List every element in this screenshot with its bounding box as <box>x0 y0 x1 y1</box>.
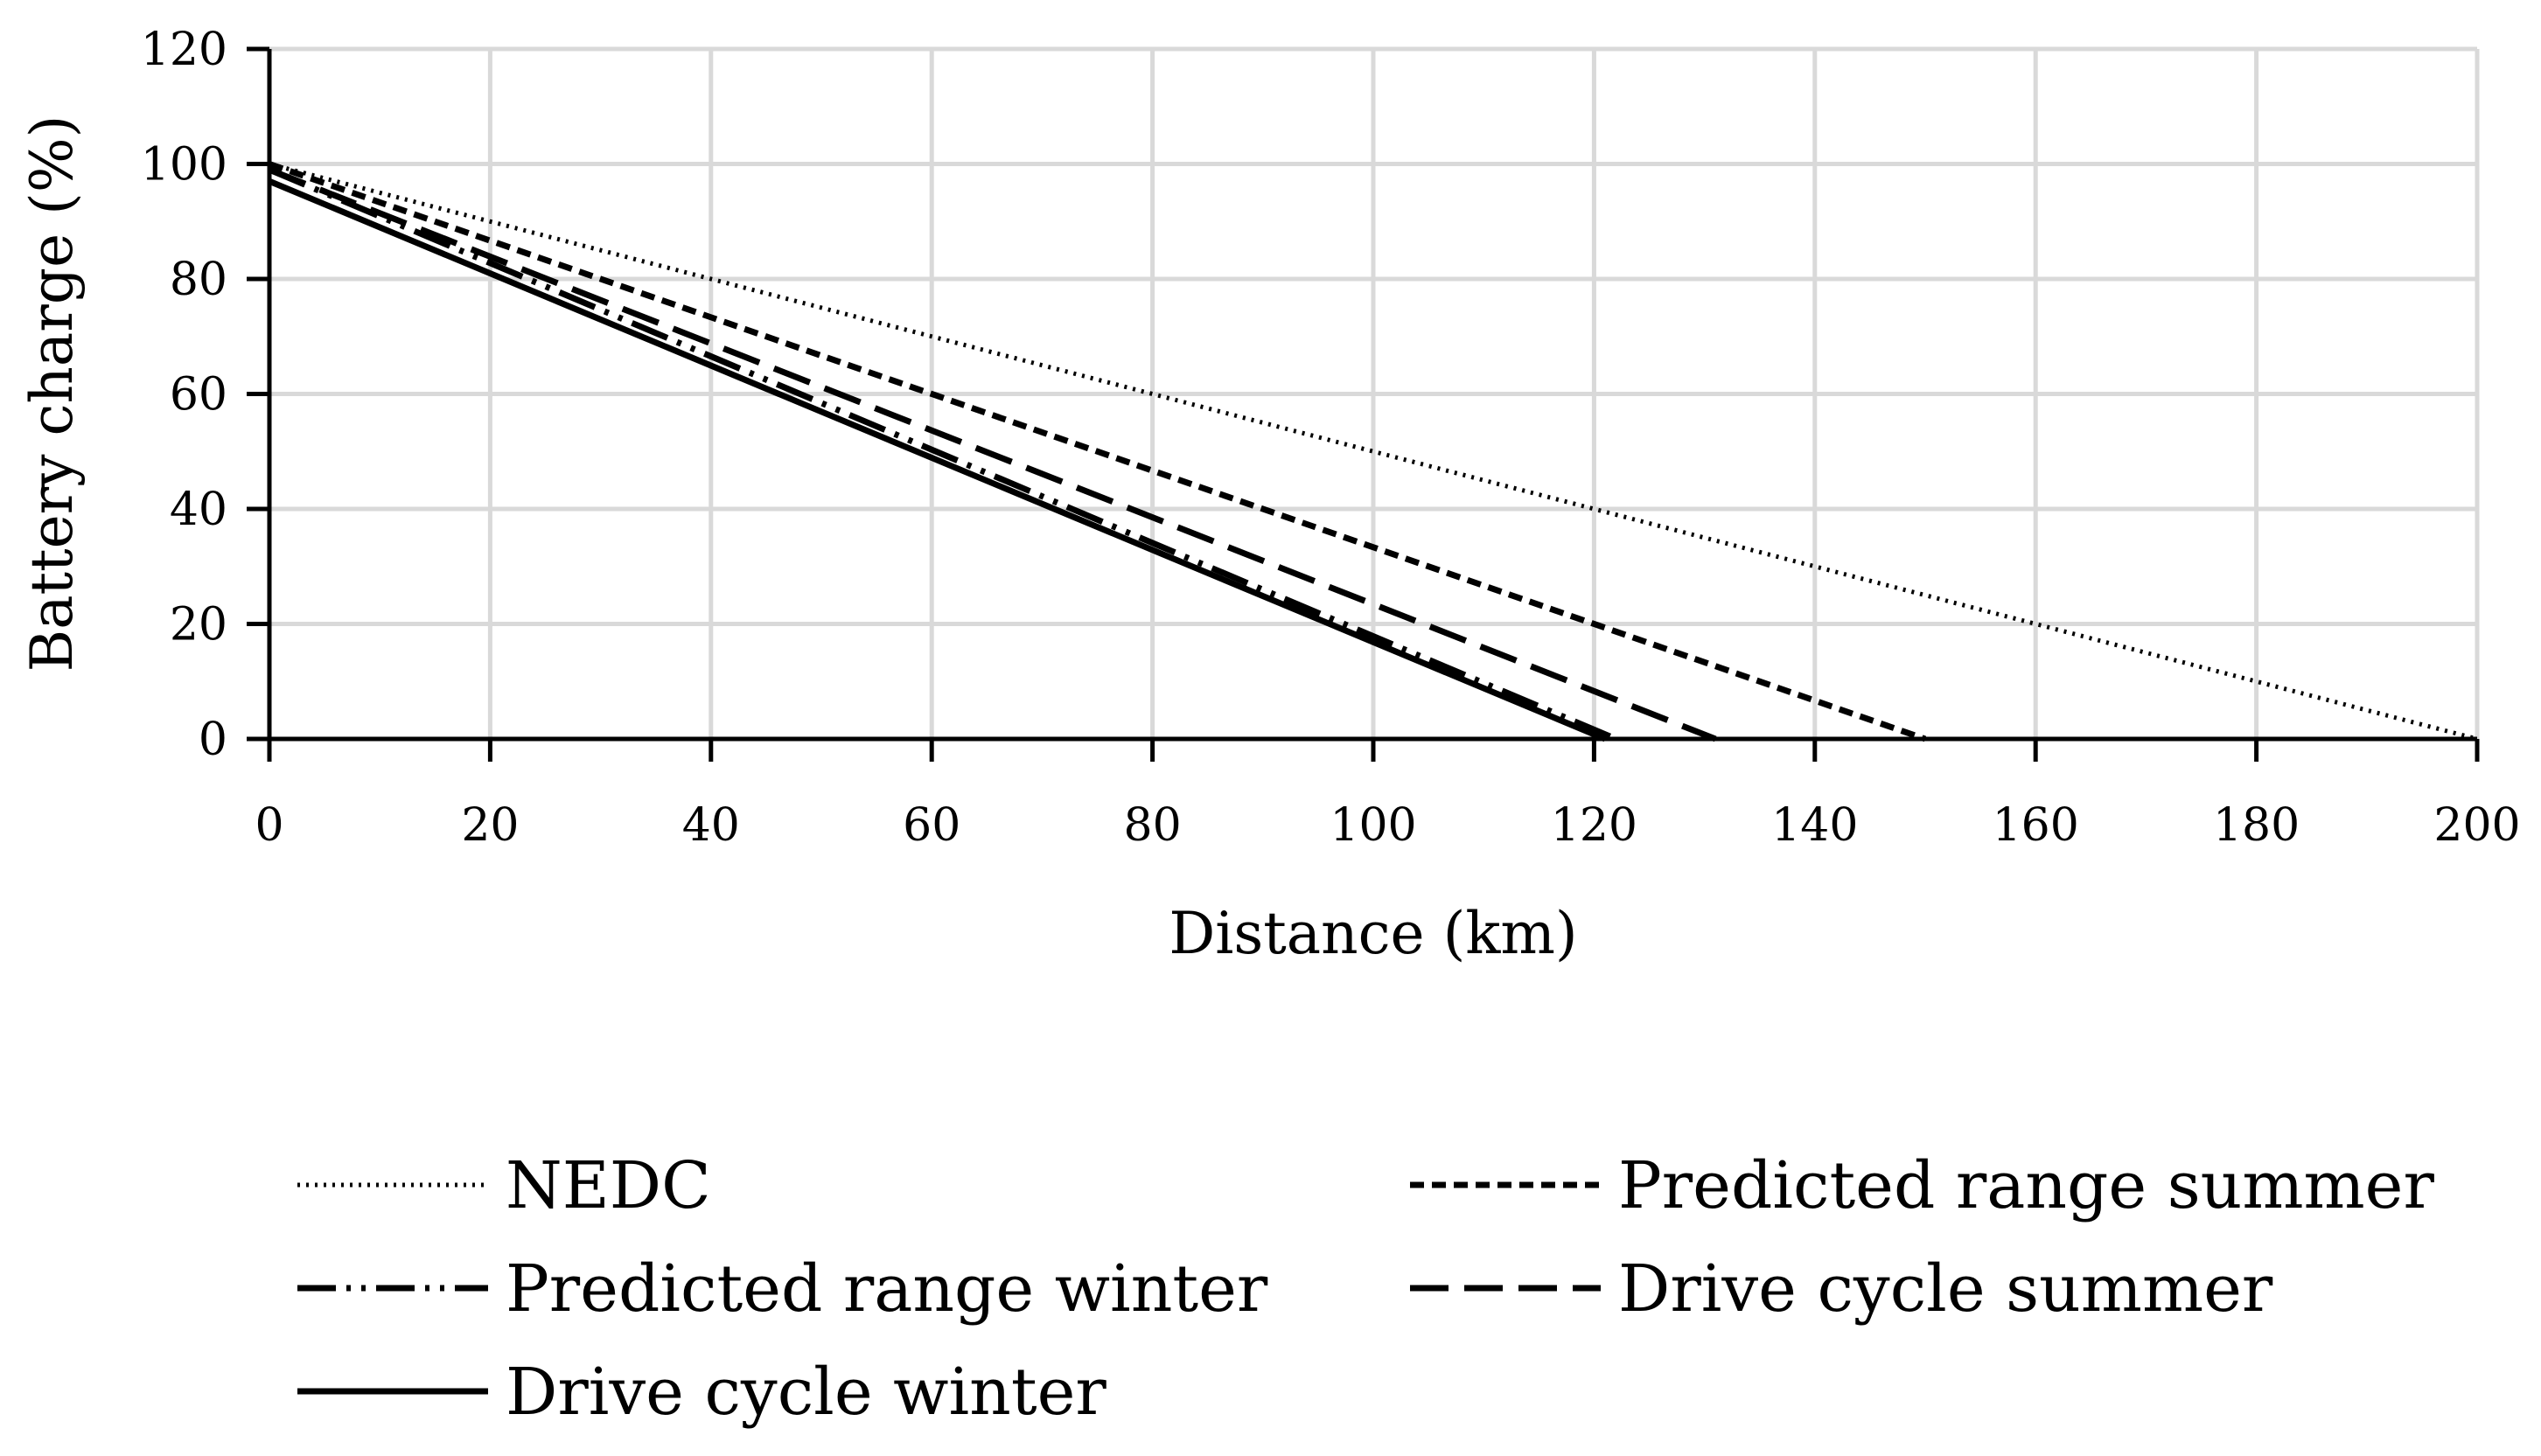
legend-label-4: Drive cycle winter <box>506 1355 1106 1430</box>
y-tick-label-1: 20 <box>170 599 227 651</box>
y-tick-label-4: 80 <box>170 254 227 306</box>
y-tick-label-2: 40 <box>170 484 227 536</box>
series-line-1 <box>268 161 1927 742</box>
y-tick-label-6: 120 <box>141 24 227 76</box>
y-tick-labels: 0 20 40 60 80 100 120 <box>141 24 227 766</box>
x-tick-label-7: 140 <box>1771 799 1858 852</box>
legend-label-1: Predicted range summer <box>1618 1148 2434 1223</box>
x-tick-label-3: 60 <box>903 799 960 852</box>
series-lines <box>268 161 2478 742</box>
y-tick-label-3: 60 <box>170 369 227 421</box>
axes <box>247 46 2480 762</box>
x-tick-labels: 0 20 40 60 80 100 120 140 160 180 200 <box>255 799 2520 852</box>
x-axis-title: Distance (km) <box>1169 900 1577 967</box>
x-tick-label-8: 160 <box>1993 799 2079 852</box>
series-line-4 <box>268 178 1607 742</box>
y-tick-label-5: 100 <box>141 139 227 192</box>
series-line-3 <box>268 166 1717 742</box>
x-tick-label-0: 0 <box>255 799 283 852</box>
x-tick-label-5: 100 <box>1330 799 1416 852</box>
y-axis-title: Battery charge (%) <box>18 115 86 672</box>
legend-label-3: Drive cycle summer <box>1618 1251 2273 1327</box>
x-tick-label-1: 20 <box>461 799 519 852</box>
series-line-2 <box>268 166 1618 742</box>
legend: NEDC Predicted range summer Predicted rang… <box>297 1148 2434 1430</box>
y-tick-label-0: 0 <box>199 714 227 766</box>
x-tick-label-4: 80 <box>1124 799 1182 852</box>
x-tick-label-10: 200 <box>2433 799 2520 852</box>
legend-label-2: Predicted range winter <box>506 1251 1268 1327</box>
x-tick-label-9: 180 <box>2213 799 2300 852</box>
legend-label-0: NEDC <box>506 1148 711 1223</box>
x-tick-label-6: 120 <box>1551 799 1637 852</box>
x-tick-label-2: 40 <box>682 799 740 852</box>
